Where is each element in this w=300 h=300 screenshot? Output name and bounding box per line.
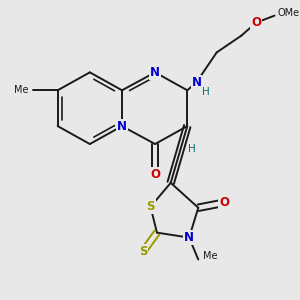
Text: N: N — [191, 76, 201, 89]
Text: OMe: OMe — [277, 8, 299, 18]
Text: N: N — [184, 231, 194, 244]
Text: O: O — [219, 196, 229, 209]
Text: S: S — [139, 245, 147, 258]
Text: O: O — [251, 16, 261, 29]
Text: N: N — [117, 120, 127, 133]
Text: S: S — [146, 200, 155, 213]
Text: O: O — [150, 168, 160, 182]
Text: H: H — [202, 87, 210, 97]
Text: Me: Me — [203, 251, 218, 261]
Text: H: H — [188, 143, 195, 154]
Text: Me: Me — [14, 85, 29, 95]
Text: N: N — [150, 66, 160, 79]
